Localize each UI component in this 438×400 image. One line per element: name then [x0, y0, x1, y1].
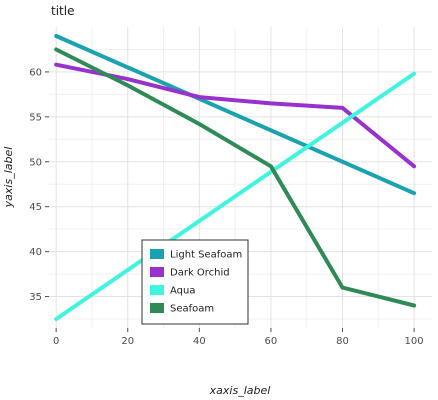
- chart-title: title: [51, 4, 74, 18]
- x-tick-label: 0: [53, 336, 59, 347]
- grid: [49, 27, 432, 328]
- legend-swatch: [150, 303, 164, 313]
- series-line-seafoam: [54, 47, 417, 308]
- series-lines: [54, 34, 417, 321]
- x-tick-label: 100: [405, 336, 424, 347]
- x-tick-label: 20: [121, 336, 134, 347]
- legend-label: Dark Orchid: [170, 268, 230, 279]
- series-line-dark-orchid: [54, 62, 417, 169]
- y-tick-label: 45: [29, 202, 42, 213]
- y-tick-label: 40: [29, 247, 42, 258]
- series-line-aqua: [54, 71, 417, 321]
- legend-swatch: [150, 285, 164, 295]
- y-tick-label: 55: [29, 112, 42, 123]
- legend-label: Light Seafoam: [170, 250, 242, 261]
- x-tick-label: 60: [265, 336, 278, 347]
- legend: Light Seafoam Dark Orchid Aqua Seafoam: [141, 239, 249, 325]
- legend-swatch: [150, 249, 164, 259]
- series-line-light-seafoam: [54, 34, 417, 196]
- legend-swatch: [150, 267, 164, 277]
- y-tick-label: 50: [29, 157, 42, 168]
- x-axis-title: xaxis_label: [209, 384, 271, 397]
- y-axis-title: yaxis_label: [2, 147, 15, 209]
- x-axis-ticks: 0 20 40 60 80 100: [53, 328, 424, 347]
- y-axis-ticks: 35 40 45 50 55 60: [29, 67, 49, 303]
- legend-label: Seafoam: [170, 304, 214, 315]
- x-tick-label: 40: [193, 336, 206, 347]
- y-tick-label: 35: [29, 292, 42, 303]
- legend-label: Aqua: [170, 286, 195, 297]
- x-tick-label: 80: [336, 336, 349, 347]
- y-tick-label: 60: [29, 67, 42, 78]
